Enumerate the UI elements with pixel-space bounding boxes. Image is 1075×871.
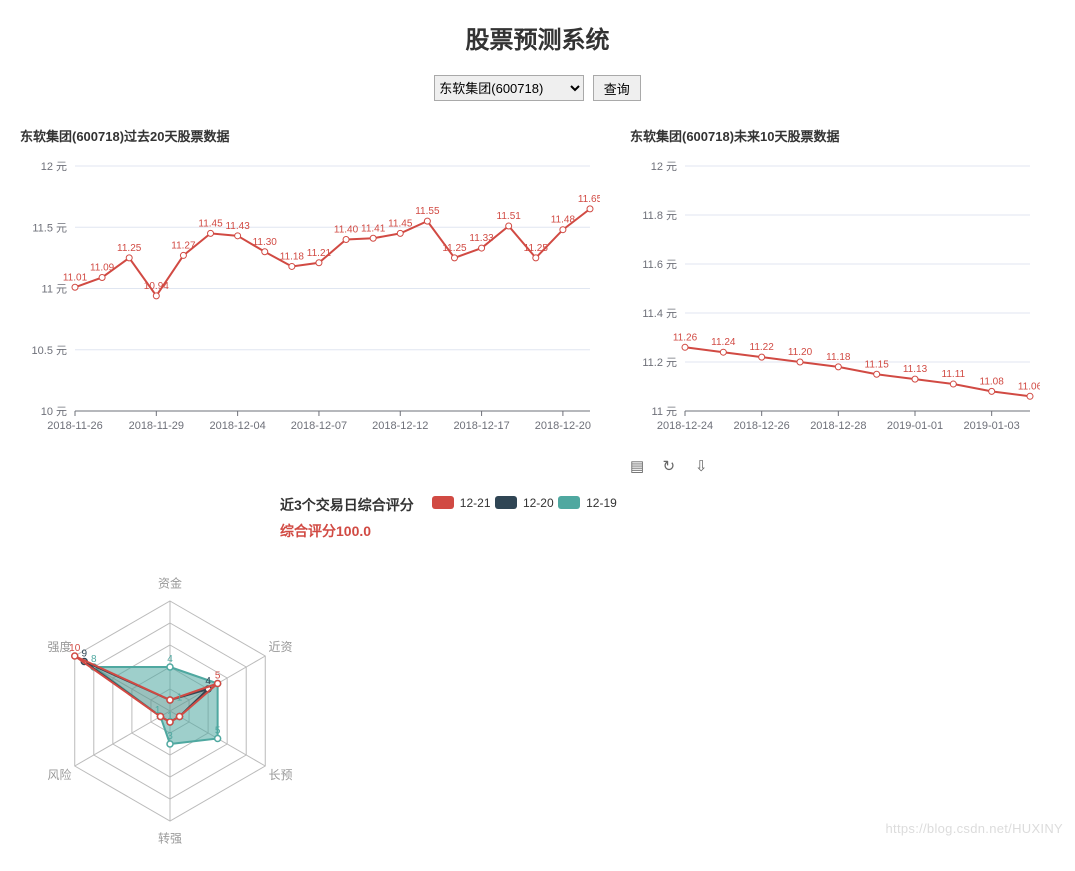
svg-text:11.01: 11.01: [63, 272, 88, 283]
future-chart-title: 东软集团(600718)未来10天股票数据: [630, 126, 1040, 145]
svg-text:4: 4: [167, 654, 173, 665]
svg-text:11.45: 11.45: [198, 218, 223, 229]
svg-text:11.25: 11.25: [524, 243, 549, 254]
svg-text:2018-12-20: 2018-12-20: [535, 420, 591, 432]
svg-text:8: 8: [91, 654, 97, 665]
svg-text:11.21: 11.21: [307, 248, 332, 259]
svg-text:11.51: 11.51: [497, 211, 522, 222]
svg-text:转强: 转强: [158, 831, 182, 846]
svg-text:11 元: 11 元: [652, 406, 677, 418]
svg-text:11.11: 11.11: [942, 369, 966, 380]
svg-text:2018-12-26: 2018-12-26: [734, 420, 790, 432]
svg-text:11.27: 11.27: [171, 240, 196, 251]
legend-label: 12-20: [523, 496, 554, 510]
legend-item[interactable]: 12-19: [558, 496, 617, 510]
svg-text:11.20: 11.20: [788, 347, 813, 358]
svg-text:2018-12-12: 2018-12-12: [372, 420, 428, 432]
svg-text:12 元: 12 元: [651, 161, 677, 173]
svg-text:11.06: 11.06: [1018, 381, 1040, 392]
past-chart-title: 东软集团(600718)过去20天股票数据: [20, 126, 600, 145]
svg-text:2018-11-29: 2018-11-29: [129, 420, 184, 432]
legend-item[interactable]: 12-21: [432, 496, 491, 510]
svg-text:11.25: 11.25: [117, 243, 142, 254]
chart-toolbox: ▤ ↻ ⇩: [630, 457, 1040, 475]
refresh-icon[interactable]: ↻: [662, 457, 680, 475]
svg-text:11.65: 11.65: [578, 194, 600, 205]
data-view-icon[interactable]: ▤: [630, 457, 648, 475]
svg-text:11.15: 11.15: [865, 359, 890, 370]
svg-text:11.6 元: 11.6 元: [642, 259, 677, 271]
svg-text:11.26: 11.26: [673, 332, 698, 343]
svg-text:风险: 风险: [47, 767, 71, 782]
svg-text:11.55: 11.55: [415, 206, 440, 217]
future-chart: 11 元 11.2 元 11.4 元 11.6 元 11.8 元 12 元 2018-12-…: [630, 151, 1040, 451]
svg-text:5: 5: [215, 726, 221, 737]
past-chart: 10 元 10.5 元 11 元 11.5 元 12 元 2018-11-26 2018-1…: [20, 151, 600, 451]
legend-label: 12-21: [460, 496, 491, 510]
svg-text:1: 1: [167, 711, 173, 722]
score-title: 近3个交易日综合评分: [280, 495, 414, 515]
svg-text:10 元: 10 元: [41, 406, 67, 418]
svg-text:3: 3: [167, 731, 173, 742]
svg-text:2018-12-07: 2018-12-07: [291, 420, 347, 432]
svg-text:11.30: 11.30: [253, 237, 278, 248]
svg-text:5: 5: [215, 671, 221, 682]
svg-text:12 元: 12 元: [41, 161, 67, 173]
score-header: 近3个交易日综合评分 12-21 12-20 12-19: [280, 495, 1055, 515]
svg-text:资金: 资金: [158, 576, 182, 591]
svg-text:11.24: 11.24: [711, 337, 736, 348]
svg-text:9: 9: [81, 649, 87, 660]
svg-text:10.5 元: 10.5 元: [32, 345, 67, 357]
svg-text:11.41: 11.41: [361, 223, 386, 234]
svg-text:11.13: 11.13: [903, 364, 928, 375]
svg-text:11.5 元: 11.5 元: [32, 222, 67, 234]
svg-text:11.2 元: 11.2 元: [642, 357, 677, 369]
svg-text:11.33: 11.33: [469, 233, 494, 244]
future-chart-block: 东软集团(600718)未来10天股票数据 11 元11.2 元11.4 元11…: [630, 126, 1040, 475]
svg-text:2019-01-01: 2019-01-01: [887, 420, 943, 432]
svg-text:10.94: 10.94: [144, 281, 169, 292]
svg-text:11.43: 11.43: [225, 221, 250, 232]
svg-text:11.25: 11.25: [442, 243, 467, 254]
svg-text:11.4 元: 11.4 元: [642, 308, 677, 320]
download-icon[interactable]: ⇩: [695, 457, 713, 475]
svg-text:11.45: 11.45: [388, 218, 413, 229]
legend-item[interactable]: 12-20: [495, 496, 554, 510]
legend-swatch: [558, 496, 580, 509]
svg-text:11 元: 11 元: [42, 284, 67, 296]
svg-text:2018-12-17: 2018-12-17: [453, 420, 509, 432]
svg-text:2018-12-04: 2018-12-04: [209, 420, 265, 432]
query-controls: 东软集团(600718) 查询: [20, 75, 1055, 101]
svg-text:11.22: 11.22: [750, 342, 775, 353]
svg-text:4: 4: [205, 676, 211, 687]
svg-text:近资: 近资: [268, 640, 292, 654]
svg-text:2018-11-26: 2018-11-26: [47, 420, 102, 432]
score-summary: 综合评分100.0: [280, 521, 1055, 541]
svg-text:1: 1: [155, 705, 161, 716]
legend-swatch: [495, 496, 517, 509]
svg-text:11.40: 11.40: [334, 225, 359, 236]
legend-label: 12-19: [586, 496, 617, 510]
query-button[interactable]: 查询: [593, 75, 641, 101]
svg-text:2018-12-28: 2018-12-28: [810, 420, 866, 432]
radar-chart: 资金近资长预转强风险强度109845451131: [20, 561, 320, 861]
svg-text:强度: 强度: [47, 639, 71, 654]
svg-text:11.09: 11.09: [90, 262, 115, 273]
past-chart-block: 东软集团(600718)过去20天股票数据 10 元 10.5 元 11 元 11.5…: [20, 126, 600, 475]
svg-text:2019-01-03: 2019-01-03: [964, 420, 1020, 432]
page-title: 股票预测系统: [20, 20, 1055, 55]
svg-text:长预: 长预: [268, 768, 292, 782]
svg-text:11.18: 11.18: [280, 251, 305, 262]
stock-select[interactable]: 东软集团(600718): [434, 75, 584, 101]
legend-swatch: [432, 496, 454, 509]
svg-text:11.8 元: 11.8 元: [642, 210, 677, 222]
svg-text:11.48: 11.48: [551, 215, 576, 226]
svg-text:11.18: 11.18: [826, 352, 851, 363]
svg-text:1: 1: [177, 693, 183, 704]
svg-text:10: 10: [69, 643, 81, 654]
svg-text:11.08: 11.08: [980, 376, 1005, 387]
svg-text:2018-12-24: 2018-12-24: [657, 420, 713, 432]
